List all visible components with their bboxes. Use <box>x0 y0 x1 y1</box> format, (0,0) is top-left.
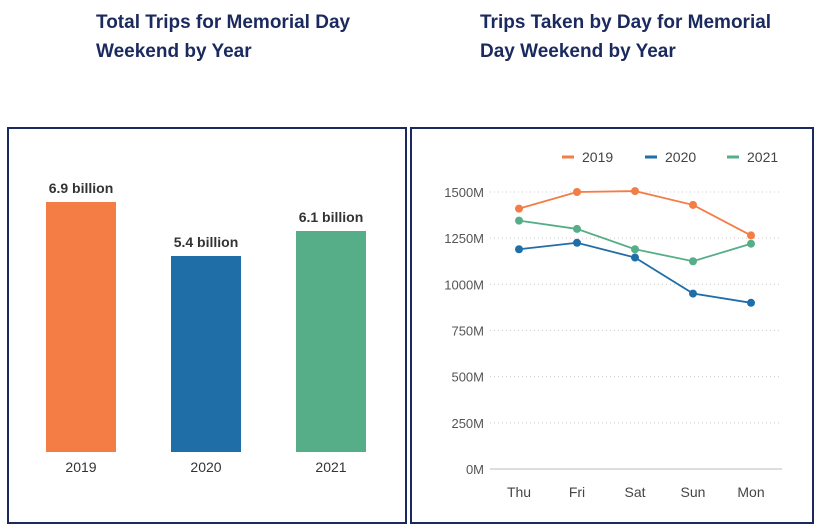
bar-chart-panel: 6.9 billion 2019 5.4 billion 2020 6.1 billio… <box>7 127 407 524</box>
y-tick-label-1500M: 1500M <box>444 185 484 200</box>
point-2021-Thu <box>515 216 523 225</box>
point-2021-Sun <box>689 257 697 266</box>
y-tick-label-1250M: 1250M <box>444 231 484 246</box>
line-chart: 0M 250M 500M 750M 1000M 1250M 1500M Thu Fri Sat Su… <box>444 149 782 500</box>
legend-label-2020: 2020 <box>665 149 696 165</box>
left-chart-title: Total Trips for Memorial Day Weekend by … <box>96 12 351 62</box>
bar-2021 <box>296 230 366 452</box>
y-tick-label-1000M: 1000M <box>444 277 484 292</box>
right-chart-title: Trips Taken by Day for Memorial Day Week… <box>480 12 772 62</box>
bar-data-label-2019: 6.9 billion <box>48 180 114 196</box>
bar-2019 <box>46 202 116 452</box>
bar-category-label-2020: 2020 <box>190 459 222 475</box>
point-2020-Sat <box>631 253 639 262</box>
bar-data-label-2021: 6.1 billion <box>298 208 364 225</box>
y-tick-label-500M: 500M <box>451 370 484 385</box>
bar-data-label-2020: 5.4 billion <box>173 234 239 251</box>
point-2019-Mon <box>747 231 755 240</box>
point-2020-Mon <box>747 298 755 307</box>
point-2021-Fri <box>573 224 581 233</box>
point-2019-Thu <box>515 204 523 213</box>
x-tick-label-Fri: Fri <box>569 484 585 500</box>
legend-label-2019: 2019 <box>582 149 613 165</box>
x-tick-label-Thu: Thu <box>507 484 531 500</box>
x-tick-label-Sat: Sat <box>624 484 645 500</box>
point-2020-Thu <box>515 245 523 254</box>
line-chart-panel: 0M 250M 500M 750M 1000M 1250M 1500M Thu Fri Sat Su… <box>410 127 814 524</box>
point-2021-Sat <box>631 245 639 254</box>
x-tick-label-Sun: Sun <box>681 484 706 500</box>
point-2020-Fri <box>573 238 581 247</box>
y-tick-label-750M: 750M <box>451 324 484 339</box>
y-tick-label-0M: 0M <box>466 462 484 477</box>
bar-2020 <box>171 256 241 452</box>
point-2019-Sat <box>631 187 639 196</box>
point-2019-Sun <box>689 200 697 209</box>
point-2020-Sun <box>689 289 697 298</box>
y-tick-label-250M: 250M <box>451 416 484 431</box>
legend-label-2021: 2021 <box>747 149 778 165</box>
point-2021-Mon <box>747 239 755 248</box>
point-2019-Fri <box>573 188 581 196</box>
series-line-2019 <box>518 190 752 237</box>
bar-category-label-2019: 2019 <box>65 459 97 475</box>
x-tick-label-Mon: Mon <box>737 484 764 500</box>
bar-category-label-2021: 2021 <box>315 459 347 475</box>
